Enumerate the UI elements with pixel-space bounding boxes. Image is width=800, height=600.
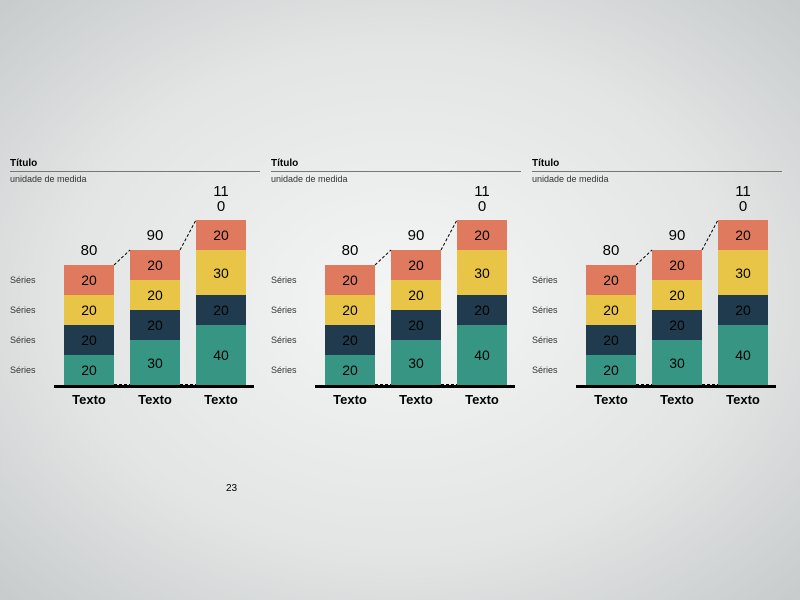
bar-total-label: 80 — [325, 243, 375, 258]
bar-segment: 20 — [586, 325, 636, 355]
series-label: Séries — [271, 335, 297, 345]
bar-segment: 20 — [391, 280, 441, 310]
bar-total-label: 90 — [130, 228, 180, 243]
bar-segment: 20 — [325, 325, 375, 355]
bar-segment: 30 — [652, 340, 702, 385]
chart-title: Título — [271, 158, 521, 169]
chart-title: Título — [10, 158, 260, 169]
bar-segment: 20 — [457, 295, 507, 325]
series-label: Séries — [532, 275, 558, 285]
bar-segment: 20 — [130, 310, 180, 340]
plot-area: 2020202080Texto3020202090Texto4020302011… — [576, 188, 776, 388]
bar-total-label: 90 — [391, 228, 441, 243]
bar-segment: 20 — [64, 265, 114, 295]
x-axis-label: Texto — [386, 392, 446, 407]
bar-segment: 40 — [457, 325, 507, 385]
series-label: Séries — [271, 275, 297, 285]
bar-segment: 40 — [196, 325, 246, 385]
bar-total-label: 110 — [457, 184, 507, 214]
bar-segment: 30 — [718, 250, 768, 295]
series-label: Séries — [10, 335, 36, 345]
baseline — [54, 385, 254, 388]
bar-total-label: 90 — [652, 228, 702, 243]
x-axis-label: Texto — [320, 392, 380, 407]
charts-row: Títulounidade de medida2020202080Texto30… — [0, 158, 800, 418]
bar-segment: 20 — [325, 355, 375, 385]
bar-segment: 20 — [130, 280, 180, 310]
title-rule — [10, 171, 260, 172]
series-label: Séries — [10, 365, 36, 375]
x-axis-label: Texto — [452, 392, 512, 407]
x-axis-label: Texto — [647, 392, 707, 407]
bar-segment: 30 — [457, 250, 507, 295]
series-label: Séries — [532, 365, 558, 375]
bar-segment: 30 — [391, 340, 441, 385]
bar-segment: 20 — [718, 220, 768, 250]
bar-total-label: 110 — [196, 184, 246, 214]
bar-segment: 20 — [391, 250, 441, 280]
bar-segment: 20 — [718, 295, 768, 325]
x-axis-label: Texto — [713, 392, 773, 407]
title-rule — [271, 171, 521, 172]
bar-segment: 20 — [586, 265, 636, 295]
series-label: Séries — [532, 305, 558, 315]
bar-segment: 20 — [64, 295, 114, 325]
series-label: Séries — [10, 275, 36, 285]
bar-segment: 20 — [652, 250, 702, 280]
bar-segment: 20 — [652, 280, 702, 310]
bar-segment: 20 — [325, 295, 375, 325]
chart-title: Título — [532, 158, 782, 169]
title-rule — [532, 171, 782, 172]
stacked-bar-chart: Títulounidade de medida2020202080Texto30… — [532, 158, 782, 418]
page-number: 23 — [226, 483, 237, 494]
bar-segment: 20 — [652, 310, 702, 340]
bar-segment: 20 — [196, 295, 246, 325]
series-label: Séries — [271, 305, 297, 315]
series-label: Séries — [271, 365, 297, 375]
baseline — [315, 385, 515, 388]
x-axis-label: Texto — [59, 392, 119, 407]
slide: Títulounidade de medida2020202080Texto30… — [0, 0, 800, 600]
bar-segment: 30 — [196, 250, 246, 295]
bar-total-label: 110 — [718, 184, 768, 214]
bar-segment: 30 — [130, 340, 180, 385]
series-label: Séries — [532, 335, 558, 345]
bar-segment: 20 — [391, 310, 441, 340]
x-axis-label: Texto — [125, 392, 185, 407]
bar-segment: 40 — [718, 325, 768, 385]
stacked-bar-chart: Títulounidade de medida2020202080Texto30… — [10, 158, 260, 418]
bar-total-label: 80 — [64, 243, 114, 258]
bar-segment: 20 — [325, 265, 375, 295]
baseline — [576, 385, 776, 388]
series-label: Séries — [10, 305, 36, 315]
bar-segment: 20 — [130, 250, 180, 280]
stacked-bar-chart: Títulounidade de medida2020202080Texto30… — [271, 158, 521, 418]
plot-area: 2020202080Texto3020202090Texto4020302011… — [315, 188, 515, 388]
bar-segment: 20 — [196, 220, 246, 250]
plot-area: 2020202080Texto3020202090Texto4020302011… — [54, 188, 254, 388]
bar-total-label: 80 — [586, 243, 636, 258]
x-axis-label: Texto — [581, 392, 641, 407]
bar-segment: 20 — [64, 325, 114, 355]
bar-segment: 20 — [586, 355, 636, 385]
bar-segment: 20 — [457, 220, 507, 250]
bar-segment: 20 — [586, 295, 636, 325]
x-axis-label: Texto — [191, 392, 251, 407]
bar-segment: 20 — [64, 355, 114, 385]
